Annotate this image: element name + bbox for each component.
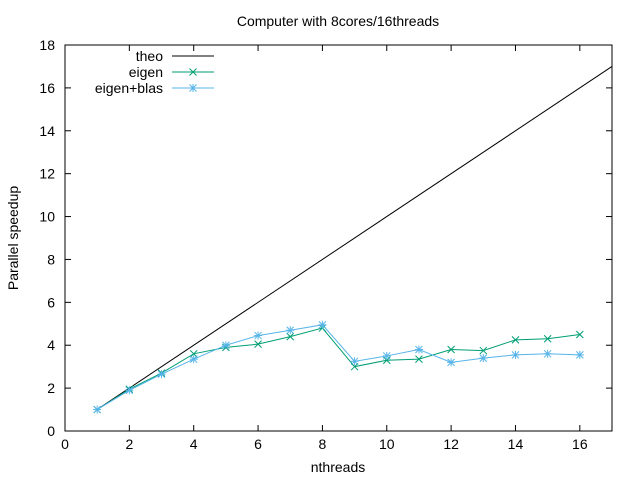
y-axis-label: Parallel speedup (5, 186, 21, 291)
y-tick-label: 2 (47, 380, 55, 396)
data-point (414, 345, 423, 354)
y-tick-label: 16 (39, 80, 55, 96)
data-point (93, 405, 102, 414)
y-tick-label: 14 (39, 123, 55, 139)
y-tick-label: 8 (47, 251, 55, 267)
plot-frame (64, 44, 613, 432)
series-eigen-blas (93, 320, 584, 414)
data-point (382, 351, 391, 360)
x-tick-label: 4 (190, 436, 198, 452)
data-point (479, 354, 488, 363)
data-point (350, 357, 359, 366)
data-point (157, 370, 166, 379)
y-tick-label: 0 (47, 423, 55, 439)
series-theo (96, 66, 613, 410)
x-axis-label: nthreads (311, 459, 365, 475)
data-point (575, 350, 584, 359)
data-point (318, 320, 327, 329)
data-point (511, 336, 520, 344)
legend-label: eigen (129, 64, 163, 80)
data-point (447, 358, 456, 367)
data-point (575, 330, 584, 339)
y-tick-label: 10 (39, 209, 55, 225)
y-tick-label: 4 (47, 337, 55, 353)
x-tick-label: 6 (254, 436, 262, 452)
data-point (415, 355, 423, 364)
legend-label: theo (136, 48, 163, 64)
data-point (479, 346, 488, 355)
y-tick-label: 6 (47, 294, 55, 310)
x-tick-label: 8 (319, 436, 327, 452)
data-point (511, 350, 520, 359)
series-eigen (93, 324, 584, 414)
y-tick-label: 18 (39, 37, 55, 53)
series-line (96, 324, 580, 410)
x-tick-label: 16 (572, 436, 588, 452)
data-point (254, 331, 263, 340)
chart-title: Computer with 8cores/16threads (237, 13, 439, 29)
axis-ticks: 0 2 4 6 8 10 12 14 16 0 2 4 6 8 10 12 14 16 18 (39, 37, 612, 452)
data-point (543, 349, 552, 358)
data-point (286, 332, 295, 341)
data-point (286, 326, 295, 335)
data-point (543, 334, 552, 343)
x-tick-label: 2 (125, 436, 133, 452)
x-tick-label: 10 (379, 436, 395, 452)
x-tick-label: 14 (508, 436, 524, 452)
legend-marker (189, 68, 197, 76)
x-tick-label: 12 (443, 436, 459, 452)
legend-marker (189, 84, 197, 92)
x-tick-label: 0 (61, 436, 69, 452)
series-layer (93, 66, 613, 414)
series-line (96, 66, 613, 410)
data-point (189, 355, 198, 364)
data-point (125, 386, 134, 395)
y-tick-label: 12 (39, 166, 55, 182)
data-point (254, 340, 262, 349)
data-point (447, 345, 455, 354)
legend-label: eigen+blas (95, 80, 163, 96)
series-line (96, 327, 580, 410)
data-point (221, 341, 230, 350)
